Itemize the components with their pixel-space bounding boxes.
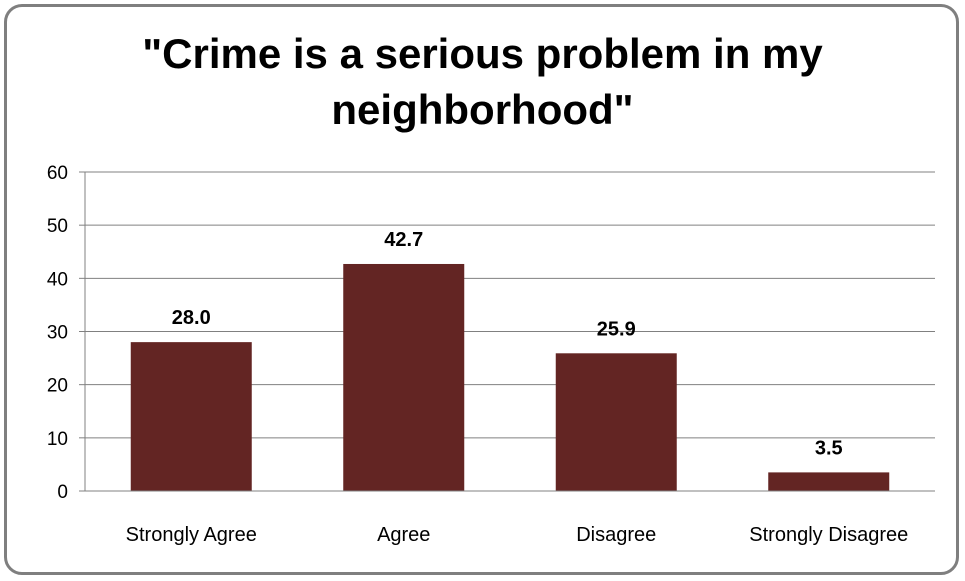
data-label: 25.9 [597,318,636,340]
y-tick-label: 10 [47,429,68,450]
y-tick-label: 30 [47,323,68,344]
bar [343,263,465,491]
bar [130,342,252,491]
x-category-label: Strongly Agree [126,524,257,546]
x-category-label: Agree [377,524,430,546]
data-label: 3.5 [815,437,843,459]
data-label: 28.0 [172,307,211,329]
y-tick-label: 50 [47,216,68,237]
y-tick-label: 40 [47,269,68,290]
x-category-label: Strongly Disagree [749,524,908,546]
chart-title: "Crime is a serious problem in my neighb… [0,26,965,138]
y-tick-label: 60 [47,163,68,184]
chart-title-line-1: "Crime is a serious problem in my [142,30,823,77]
data-label: 42.7 [384,229,423,251]
y-tick-label: 0 [57,482,68,503]
x-category-label: Disagree [576,524,656,546]
y-tick-label: 20 [47,376,68,397]
chart-title-line-2: neighborhood" [331,86,634,133]
bar [768,472,890,491]
bar [555,353,677,491]
